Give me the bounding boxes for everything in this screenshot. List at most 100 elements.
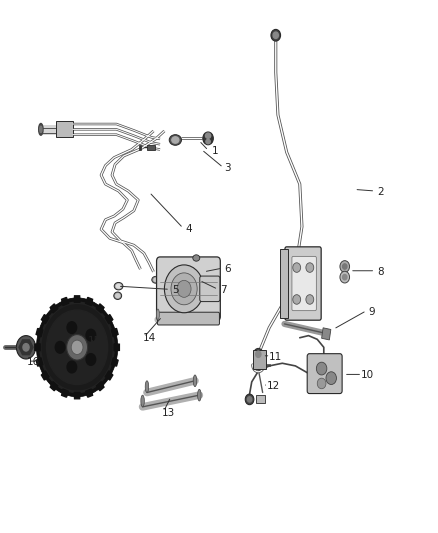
Ellipse shape: [39, 124, 43, 135]
Polygon shape: [96, 382, 104, 391]
Ellipse shape: [254, 349, 263, 360]
Ellipse shape: [206, 140, 210, 144]
Circle shape: [46, 310, 108, 384]
Ellipse shape: [154, 278, 157, 281]
Circle shape: [71, 340, 83, 354]
Circle shape: [164, 265, 204, 313]
Text: 10: 10: [361, 370, 374, 381]
Text: 13: 13: [162, 408, 175, 418]
Ellipse shape: [141, 395, 145, 407]
Polygon shape: [36, 358, 43, 366]
Circle shape: [326, 372, 336, 384]
Circle shape: [340, 261, 350, 272]
Polygon shape: [96, 304, 104, 313]
Ellipse shape: [205, 133, 211, 139]
Polygon shape: [62, 389, 68, 397]
Circle shape: [36, 298, 118, 397]
Text: 16: 16: [27, 357, 40, 367]
Circle shape: [340, 271, 350, 283]
Text: 14: 14: [142, 333, 156, 343]
Circle shape: [293, 263, 300, 272]
Text: 8: 8: [377, 267, 384, 277]
Polygon shape: [111, 358, 118, 366]
Ellipse shape: [169, 135, 181, 146]
FancyBboxPatch shape: [157, 312, 219, 325]
Polygon shape: [42, 314, 49, 324]
Bar: [256, 395, 265, 403]
Circle shape: [171, 273, 197, 305]
Ellipse shape: [67, 322, 77, 334]
Polygon shape: [86, 389, 92, 397]
Polygon shape: [114, 344, 120, 351]
Polygon shape: [74, 392, 80, 399]
Ellipse shape: [86, 353, 95, 365]
Circle shape: [177, 280, 191, 297]
Ellipse shape: [193, 375, 197, 386]
Polygon shape: [105, 314, 113, 324]
Text: 7: 7: [220, 286, 227, 295]
Text: 15: 15: [88, 336, 101, 346]
Circle shape: [343, 264, 347, 269]
Ellipse shape: [67, 361, 77, 373]
Ellipse shape: [203, 132, 213, 145]
Polygon shape: [50, 382, 58, 391]
Bar: [280, 249, 288, 318]
Bar: [139, 145, 141, 150]
Polygon shape: [86, 297, 92, 305]
Ellipse shape: [172, 137, 179, 143]
Polygon shape: [62, 297, 68, 305]
Ellipse shape: [86, 329, 95, 341]
Circle shape: [306, 295, 314, 304]
Polygon shape: [35, 344, 40, 351]
Polygon shape: [105, 371, 113, 380]
Polygon shape: [36, 328, 43, 337]
Ellipse shape: [271, 29, 281, 41]
Ellipse shape: [40, 126, 42, 133]
Bar: [147, 145, 155, 150]
Ellipse shape: [114, 282, 123, 290]
Text: 12: 12: [267, 381, 280, 391]
Text: 1: 1: [211, 146, 218, 156]
Polygon shape: [74, 296, 80, 302]
Ellipse shape: [117, 284, 121, 288]
FancyBboxPatch shape: [307, 354, 342, 393]
Bar: [56, 122, 73, 138]
Text: 5: 5: [172, 286, 179, 295]
FancyBboxPatch shape: [200, 276, 220, 302]
Circle shape: [42, 305, 112, 390]
FancyBboxPatch shape: [292, 256, 316, 311]
Text: 2: 2: [377, 187, 384, 197]
Circle shape: [316, 362, 327, 375]
Circle shape: [40, 302, 114, 392]
Ellipse shape: [152, 276, 159, 283]
Circle shape: [23, 344, 29, 351]
Ellipse shape: [114, 292, 122, 300]
Polygon shape: [50, 304, 58, 313]
Bar: [253, 350, 266, 369]
Circle shape: [16, 336, 35, 359]
Ellipse shape: [198, 389, 201, 401]
Ellipse shape: [116, 294, 120, 297]
FancyBboxPatch shape: [156, 257, 220, 321]
Text: 9: 9: [368, 306, 375, 317]
Ellipse shape: [247, 397, 252, 402]
Circle shape: [293, 295, 300, 304]
Circle shape: [317, 378, 326, 389]
Text: 6: 6: [224, 264, 231, 274]
Text: 11: 11: [269, 352, 283, 362]
Ellipse shape: [245, 394, 254, 405]
Circle shape: [306, 263, 314, 272]
Text: 3: 3: [224, 163, 231, 173]
Polygon shape: [42, 371, 49, 380]
Ellipse shape: [193, 255, 200, 261]
FancyBboxPatch shape: [285, 247, 321, 320]
Circle shape: [67, 335, 88, 360]
Ellipse shape: [256, 351, 261, 358]
Bar: [321, 328, 331, 340]
Ellipse shape: [145, 381, 149, 392]
Ellipse shape: [273, 32, 279, 38]
Ellipse shape: [55, 342, 65, 353]
Ellipse shape: [156, 309, 159, 320]
Polygon shape: [111, 328, 118, 337]
Circle shape: [343, 274, 347, 280]
